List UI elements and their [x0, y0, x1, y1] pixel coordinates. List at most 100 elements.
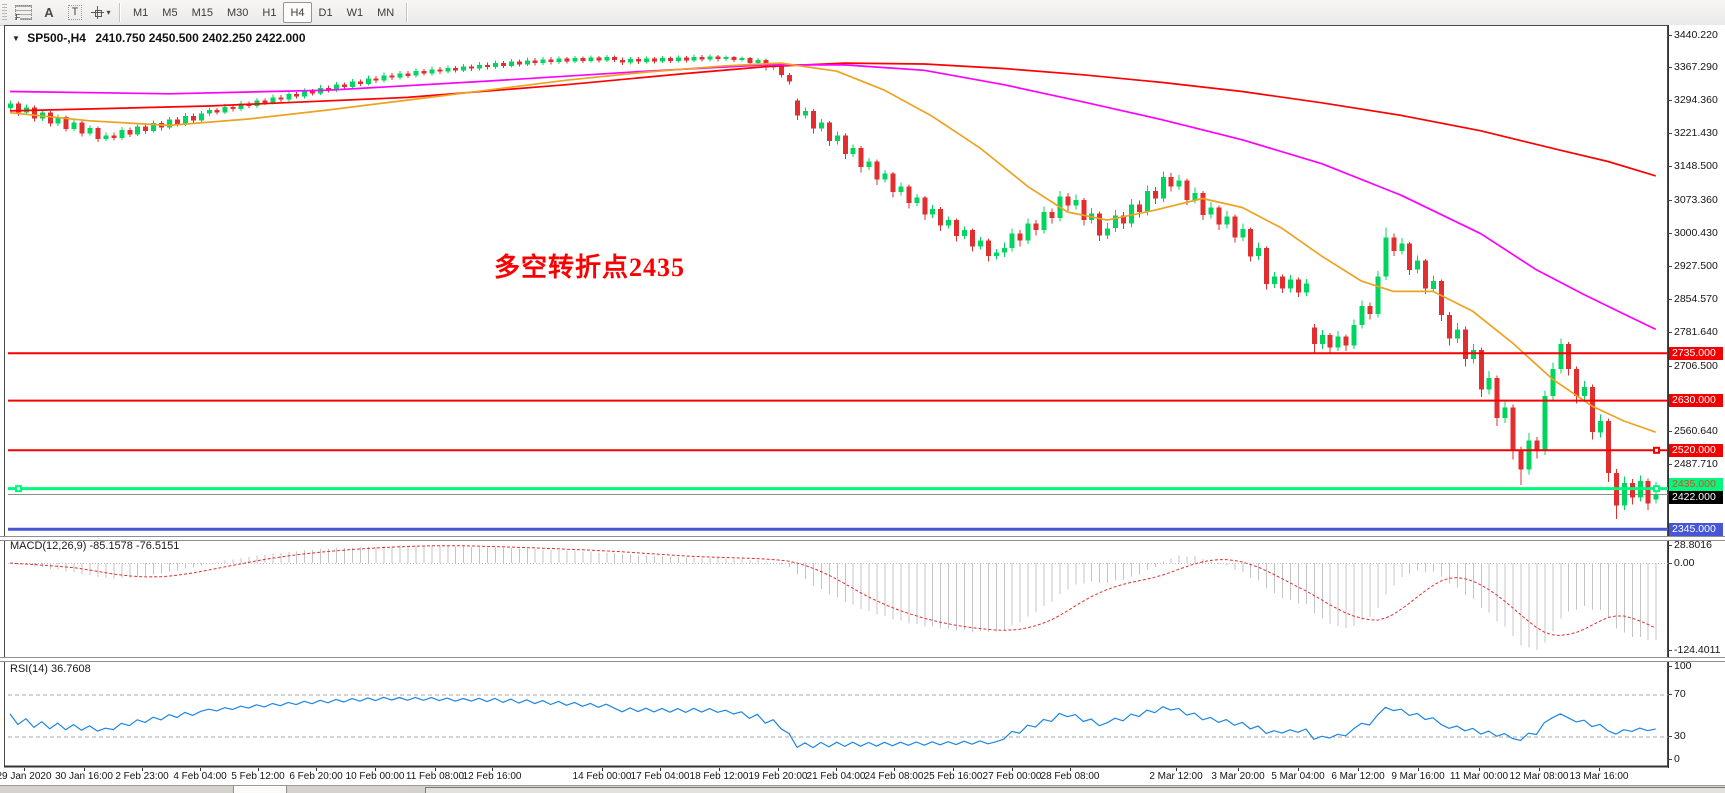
price-tick: 3294.360 — [1668, 94, 1724, 107]
time-axis-label: 5 Feb 12:00 — [231, 771, 285, 782]
bottom-tab-strip[interactable] — [0, 785, 1725, 793]
timeframe-h1[interactable]: H1 — [262, 6, 277, 19]
timeframe-m1[interactable]: M1 — [133, 6, 149, 19]
time-axis-label: 14 Feb 00:00 — [572, 771, 632, 782]
time-axis-label: 30 Jan 16:00 — [55, 771, 113, 782]
time-axis-label: 18 Feb 12:00 — [689, 771, 749, 782]
price-tick: 2854.570 — [1668, 293, 1724, 306]
price-line-label: 2520.000 — [1669, 444, 1723, 457]
time-axis-label: 9 Mar 16:00 — [1391, 771, 1445, 782]
price-tick: 2927.500 — [1668, 260, 1724, 273]
time-axis-label: 13 Mar 16:00 — [1569, 771, 1629, 782]
panel-separator-macd[interactable] — [0, 536, 1725, 541]
macd-indicator-label: MACD(12,26,9) -85.1578 -76.5151 — [10, 540, 180, 552]
price-line-label: 2435.000 — [1669, 478, 1723, 491]
time-axis-tick — [200, 768, 201, 771]
time-axis-tick — [836, 768, 837, 771]
time-axis-label: 2 Feb 23:00 — [115, 771, 169, 782]
price-tick: 2706.500 — [1668, 360, 1724, 373]
panel-separator-rsi[interactable] — [0, 657, 1725, 662]
price-line-label: 2630.000 — [1669, 394, 1723, 407]
time-axis-label: 6 Feb 20:00 — [289, 771, 343, 782]
price-tick: 3073.360 — [1668, 194, 1724, 207]
macd-axis-label: -124.4011 — [1668, 644, 1724, 657]
ohlc-values: 2410.750 2450.500 2402.250 2422.000 — [95, 31, 306, 45]
time-axis-tick — [84, 768, 85, 771]
time-axis-label: 19 Feb 20:00 — [748, 771, 808, 782]
timeframe-group: M1 M5 M15 M30 H1 H4 D1 W1 MN — [126, 2, 401, 23]
time-axis-tick — [1358, 768, 1359, 771]
time-axis-tick — [1298, 768, 1299, 771]
chart-text-annotation[interactable]: 多空转折点2435 — [494, 253, 686, 282]
time-axis-label: 4 Feb 04:00 — [173, 771, 227, 782]
timeframe-d1[interactable]: D1 — [318, 6, 333, 19]
time-axis-label: 6 Mar 12:00 — [1331, 771, 1385, 782]
price-tick: 2487.710 — [1668, 458, 1724, 471]
chart-plot-area[interactable] — [4, 25, 1668, 767]
time-axis-tick — [894, 768, 895, 771]
timeframe-m5[interactable]: M5 — [162, 6, 178, 19]
timeframe-w1[interactable]: W1 — [346, 6, 364, 19]
time-axis-label: 11 Feb 08:00 — [405, 771, 465, 782]
price-tick: 2781.640 — [1668, 326, 1724, 339]
chart-title: ▼ SP500-,H4 2410.750 2450.500 2402.250 2… — [12, 31, 306, 45]
rsi-axis-label: 100 — [1668, 660, 1724, 673]
time-axis-tick — [1176, 768, 1177, 771]
time-axis-label: 12 Mar 08:00 — [1509, 771, 1569, 782]
bottom-tab[interactable] — [233, 786, 287, 793]
toolbar-separator — [406, 3, 409, 22]
price-tick: 3367.290 — [1668, 61, 1724, 74]
time-axis-tick — [953, 768, 954, 771]
time-axis-tick — [778, 768, 779, 771]
crosshair-icon[interactable]: ▾ — [89, 1, 113, 24]
text-tool-icon[interactable]: T — [63, 1, 87, 24]
text-label-icon[interactable]: A — [44, 5, 54, 20]
rsi-indicator-label: RSI(14) 36.7608 — [10, 663, 91, 675]
price-tick: 3440.220 — [1668, 29, 1724, 42]
price-line-label: 2422.000 — [1669, 491, 1723, 504]
time-axis-tick — [316, 768, 317, 771]
rsi-axis-label: 70 — [1668, 688, 1724, 701]
time-axis-tick — [258, 768, 259, 771]
time-axis-tick — [602, 768, 603, 771]
price-tick: 3000.430 — [1668, 227, 1724, 240]
price-tick: 3221.430 — [1668, 127, 1724, 140]
price-line-label: 2345.000 — [1669, 523, 1723, 536]
time-axis-label: 25 Feb 16:00 — [923, 771, 983, 782]
timeframe-m15[interactable]: M15 — [191, 6, 213, 19]
time-axis-label: 2 Mar 12:00 — [1149, 771, 1203, 782]
time-axis-tick — [492, 768, 493, 771]
symbol-period: SP500-,H4 — [27, 31, 86, 45]
timeframe-m30[interactable]: M30 — [226, 6, 249, 19]
toolbar-separator — [119, 3, 121, 22]
timeframe-h4[interactable]: H4 — [283, 2, 312, 23]
time-axis-label: 29 Jan 2020 — [0, 771, 52, 782]
time-axis-tick — [435, 768, 436, 771]
time-axis-label: 12 Feb 16:00 — [462, 771, 522, 782]
time-axis-label: 27 Feb 00:00 — [982, 771, 1042, 782]
futures-grid-icon[interactable]: F — [11, 1, 35, 24]
time-axis-label: 24 Feb 08:00 — [864, 771, 924, 782]
time-axis-label: 28 Feb 08:00 — [1040, 771, 1100, 782]
time-axis-tick — [1070, 768, 1071, 771]
time-axis-label: 11 Mar 00:00 — [1449, 771, 1509, 782]
time-axis-tick — [142, 768, 143, 771]
time-axis-tick — [375, 768, 376, 771]
price-tick: 3148.500 — [1668, 160, 1724, 173]
time-axis-tick — [660, 768, 661, 771]
time-axis-label: 21 Feb 04:00 — [806, 771, 866, 782]
rsi-axis-label: 30 — [1668, 730, 1724, 743]
time-axis-label: 17 Feb 04:00 — [630, 771, 690, 782]
chart-menu-triangle-icon[interactable]: ▼ — [12, 34, 20, 43]
macd-axis-label: 0.00 — [1668, 557, 1724, 570]
chevron-down-icon: ▾ — [106, 8, 111, 17]
bottom-panel-edge — [425, 787, 1725, 793]
rsi-axis-label: 0 — [1668, 753, 1724, 766]
time-axis-label: 3 Mar 20:00 — [1211, 771, 1265, 782]
time-axis-label: 10 Feb 00:00 — [345, 771, 405, 782]
toolbar-grip[interactable] — [2, 3, 7, 22]
timeframe-mn[interactable]: MN — [377, 6, 395, 19]
toolbar: F A T ▾ M1 M5 M15 M30 H1 H4 D1 W1 MN — [0, 0, 1725, 26]
time-axis-tick — [1479, 768, 1480, 771]
